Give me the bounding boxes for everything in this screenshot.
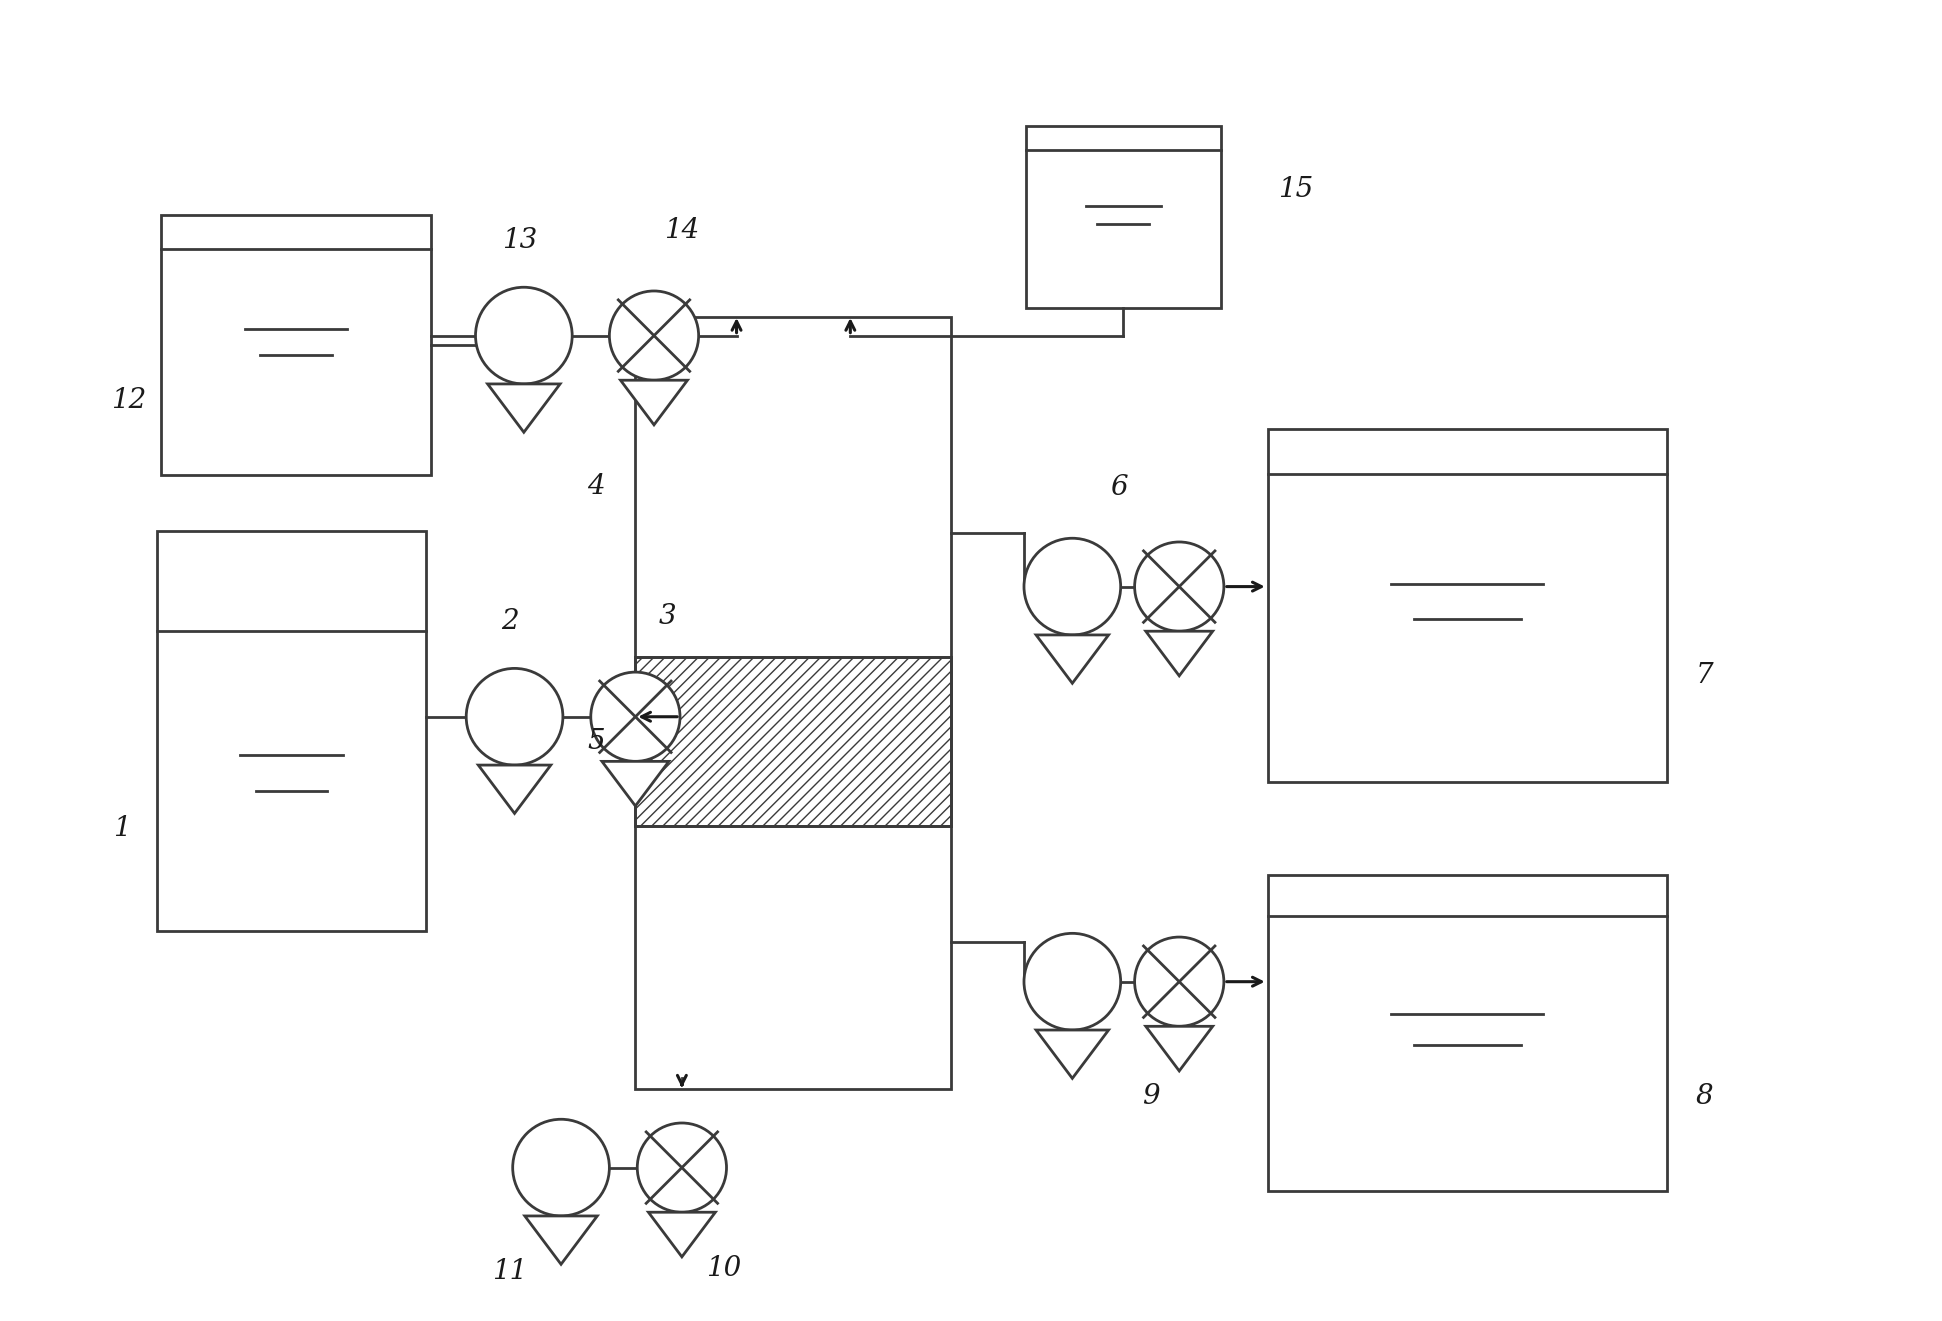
Bar	[161, 215, 431, 476]
Circle shape	[1134, 937, 1223, 1026]
Circle shape	[1023, 934, 1121, 1030]
Polygon shape	[487, 384, 559, 432]
Circle shape	[513, 1119, 610, 1215]
Text: 2: 2	[501, 609, 519, 635]
Text: 14: 14	[664, 217, 699, 244]
Circle shape	[1134, 542, 1223, 631]
Text: 12: 12	[111, 387, 146, 415]
Polygon shape	[649, 1213, 715, 1256]
Bar	[1268, 875, 1668, 1190]
Text: 9: 9	[1142, 1082, 1159, 1110]
Polygon shape	[478, 765, 552, 814]
Text: 13: 13	[501, 227, 536, 254]
Polygon shape	[1037, 635, 1109, 683]
Polygon shape	[1037, 1030, 1109, 1078]
Polygon shape	[1146, 631, 1212, 676]
Bar	[1025, 127, 1222, 308]
Circle shape	[476, 287, 573, 384]
Bar	[1268, 428, 1668, 782]
Polygon shape	[524, 1215, 598, 1264]
Bar	[635, 657, 952, 826]
Text: 8: 8	[1695, 1082, 1713, 1110]
Text: 1: 1	[113, 815, 130, 841]
Text: 10: 10	[707, 1255, 742, 1281]
Text: 5: 5	[588, 728, 606, 754]
Circle shape	[610, 291, 699, 380]
Text: 15: 15	[1278, 177, 1313, 203]
Text: 7: 7	[1695, 662, 1713, 690]
Circle shape	[1023, 538, 1121, 635]
Bar	[157, 531, 425, 930]
Circle shape	[466, 668, 563, 765]
Bar	[635, 657, 952, 826]
Bar	[635, 317, 952, 1089]
Text: 6: 6	[1111, 474, 1128, 501]
Circle shape	[637, 1123, 726, 1213]
Text: 11: 11	[491, 1258, 528, 1285]
Polygon shape	[1146, 1026, 1212, 1071]
Polygon shape	[602, 761, 668, 806]
Circle shape	[590, 672, 680, 761]
Text: 3: 3	[658, 602, 676, 630]
Polygon shape	[621, 380, 687, 425]
Text: 4: 4	[588, 473, 606, 501]
